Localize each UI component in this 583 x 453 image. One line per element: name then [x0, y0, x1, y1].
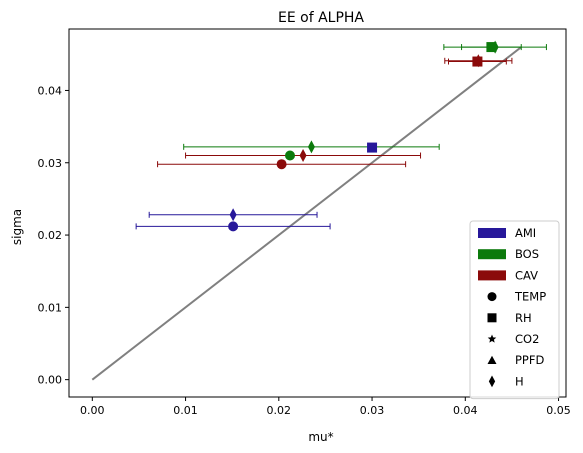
legend-label: CAV	[515, 268, 538, 282]
x-axis-label: mu*	[308, 430, 333, 444]
data-point	[228, 221, 238, 231]
legend-label: RH	[515, 311, 532, 325]
y-tick-label: 0.01	[38, 301, 63, 314]
x-tick-label: 0.02	[267, 404, 292, 417]
y-tick-label: 0.00	[38, 374, 63, 387]
legend-label: AMI	[515, 226, 536, 240]
y-tick-label: 0.02	[38, 229, 63, 242]
reference-line-layer	[92, 47, 521, 380]
chart-title: EE of ALPHA	[278, 10, 364, 26]
point-layer	[228, 41, 499, 232]
legend: AMI BOS CAV TEMP RH CO2 PPFD H	[470, 221, 559, 399]
y-axis-label: sigma	[10, 209, 24, 245]
legend-swatch	[478, 249, 506, 259]
x-tick-label: 0.04	[453, 404, 478, 417]
x-tick-label: 0.00	[80, 404, 105, 417]
x-tick-label: 0.05	[546, 404, 571, 417]
legend-swatch	[478, 228, 506, 238]
legend-label: H	[515, 374, 524, 388]
y-tick-label: 0.03	[38, 157, 63, 170]
x-tick-label: 0.03	[360, 404, 385, 417]
legend-marker	[488, 313, 497, 322]
data-point	[285, 151, 295, 161]
legend-swatch	[478, 270, 506, 280]
data-point	[300, 149, 307, 162]
legend-label: BOS	[515, 247, 539, 261]
legend-label: PPFD	[515, 353, 544, 367]
data-point	[367, 143, 377, 153]
y-tick-label: 0.04	[38, 84, 63, 97]
data-point	[230, 208, 237, 221]
error-bar-layer	[136, 44, 546, 229]
data-point	[277, 159, 287, 169]
legend-marker	[488, 292, 497, 301]
reference-line	[92, 47, 521, 380]
data-point	[308, 140, 315, 153]
legend-label: CO2	[515, 332, 539, 346]
legend-label: TEMP	[514, 290, 546, 304]
x-tick-label: 0.01	[173, 404, 198, 417]
